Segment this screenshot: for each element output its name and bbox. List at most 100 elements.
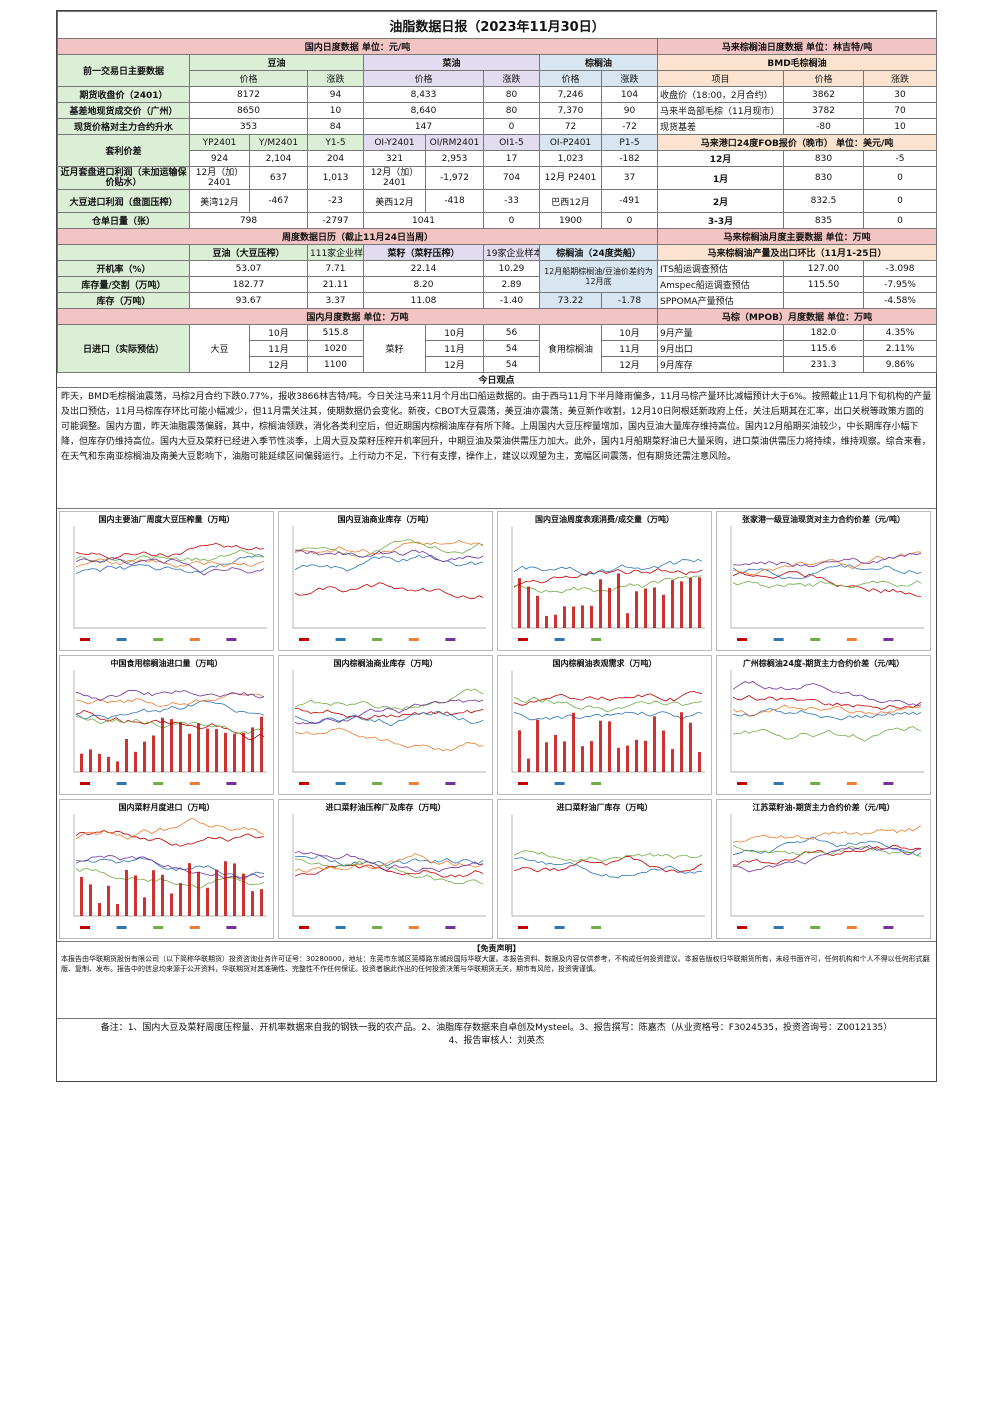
legend-swatch (189, 782, 200, 785)
chart-series-line (75, 817, 265, 840)
chart-series-line (294, 539, 484, 559)
chart-axis (73, 814, 267, 917)
chart-bar (635, 591, 638, 628)
chart-legend (299, 926, 456, 929)
fob-head: 马来港口24度FOB报价（晚市） 单位：美元/吨 (656, 134, 938, 151)
chart-bar (599, 720, 602, 772)
chart-series-line (75, 554, 265, 574)
data-table: 油脂数据日报（2023年11月30日） 国内日度数据 单位：元/吨 马来棕榈油日… (56, 11, 938, 373)
chart-bar (89, 884, 92, 916)
report-title: 油脂数据日报（2023年11月30日） (56, 11, 938, 39)
chart-bar (653, 716, 656, 772)
chart-bar (224, 732, 227, 772)
chart-bar (197, 723, 200, 772)
chart-bar (80, 876, 83, 916)
chart-title: 广州棕榈油24度-期货主力合约价差（元/吨） (742, 659, 905, 668)
legend-swatch (883, 782, 894, 785)
chart-legend (518, 638, 602, 641)
chart-axis (730, 814, 924, 917)
footnote-2: 4、报告审核人：刘英杰 (448, 1036, 545, 1046)
chart-bar (581, 746, 584, 772)
legend-swatch (810, 926, 821, 929)
chart-series-line (294, 853, 484, 873)
chart-series-line (294, 708, 484, 720)
chart-series-line (294, 699, 484, 725)
legend-swatch (299, 782, 309, 785)
chart-series-line (75, 829, 265, 847)
chart-plot (730, 814, 924, 929)
chart-bar (545, 615, 548, 628)
change-head: 涨跌 (307, 70, 364, 87)
chart-bar (134, 875, 137, 916)
legend-swatch (591, 782, 602, 785)
warrant-label: 仓单日量（张） (57, 212, 190, 229)
table-row: 基差地现货成交价（广州） 8650 10 8,640 80 7,370 90 马来半岛… (57, 102, 938, 119)
chart-series-line (294, 858, 484, 885)
chart-bar (572, 606, 575, 628)
legend-swatch (372, 782, 383, 785)
legend-swatch (810, 782, 821, 785)
chart-bar (563, 741, 566, 772)
chart-panel: 进口菜籽油厂库存（万吨） (497, 799, 712, 939)
chart-legend (80, 782, 237, 785)
legend-swatch (116, 926, 127, 929)
chart-plot (730, 526, 924, 641)
chart-title: 国内棕榈油表观需求（万吨） (552, 659, 657, 668)
chart-plot (292, 814, 486, 929)
chart-series-line (513, 711, 703, 721)
chart-title: 国内豆油周度表观消费/成交量（万吨） (535, 515, 674, 524)
chart-bar (251, 891, 254, 916)
chart-axis (292, 526, 486, 629)
malaysia-daily-head: 马来棕榈油日度数据 单位：林吉特/吨 (656, 38, 938, 55)
chart-series-line (732, 571, 922, 597)
chart-series-line (294, 710, 484, 727)
legend-swatch (518, 782, 528, 785)
legend-swatch (883, 926, 894, 929)
chart-bar (125, 869, 128, 916)
chart-bar (581, 605, 584, 628)
domestic-daily-head: 国内日度数据 单位：元/吨 (57, 38, 658, 55)
table-row: 现货价格对主力合约升水 353 84 147 0 72 -72 现货基差 -80 10 (57, 118, 938, 135)
chart-panel: 江苏菜籽油-期货主力合约价差（元/吨） (716, 799, 931, 939)
chart-bar (545, 742, 548, 772)
price-head: 价格 (539, 70, 602, 87)
chart-bar (116, 903, 119, 916)
chart-series-line (295, 854, 484, 867)
chart-bar (626, 745, 629, 772)
chart-series-line (732, 844, 922, 873)
legend-swatch (554, 782, 565, 785)
change-head: 涨跌 (601, 70, 658, 87)
chart-series-line (732, 551, 922, 576)
chart-legend (518, 782, 602, 785)
chart-legend (518, 926, 602, 929)
chart-bar (116, 761, 119, 772)
chart-title: 国内豆油商业库存（万吨） (337, 515, 434, 524)
chart-title: 中国食用棕榈油进口量（万吨） (110, 659, 223, 668)
disclaimer: 【免责声明】 本报告由华联期货股份有限公司（以下简称华联期货）投资咨询业务许可证… (57, 942, 936, 1019)
legend-swatch (153, 638, 164, 641)
chart-plot (73, 670, 267, 785)
chart-bar (554, 734, 557, 772)
chart-series-line (732, 836, 922, 857)
legend-swatch (445, 926, 456, 929)
chart-bar (98, 903, 101, 916)
chart-bar (536, 719, 539, 772)
import-label: 日进口（实际预估） (57, 324, 190, 373)
malaysia-monthly-head: 马来棕榈油月度主要数据 单位：万吨 (656, 228, 938, 245)
legend-swatch (189, 638, 200, 641)
legend-swatch (591, 638, 602, 641)
chart-bar (251, 727, 254, 772)
chart-bar (536, 595, 539, 628)
table-row: 期货收盘价（2401） 8172 94 8,433 80 7,246 104 收盘价（… (57, 86, 938, 103)
table-row: 库存量/交割（万吨） 182.77 21.11 8.20 2.89 Amspec… (57, 276, 938, 293)
chart-series-line (513, 691, 703, 706)
chart-series-line (732, 704, 922, 717)
legend-swatch (408, 926, 419, 929)
chart-panel: 中国食用棕榈油进口量（万吨） (59, 655, 274, 795)
chart-series-line (75, 549, 265, 564)
chart-series-line (294, 540, 484, 555)
chart-plot (511, 526, 705, 641)
chart-series-line (75, 857, 265, 878)
chart-bar (608, 721, 611, 772)
chart-axis (730, 526, 924, 629)
